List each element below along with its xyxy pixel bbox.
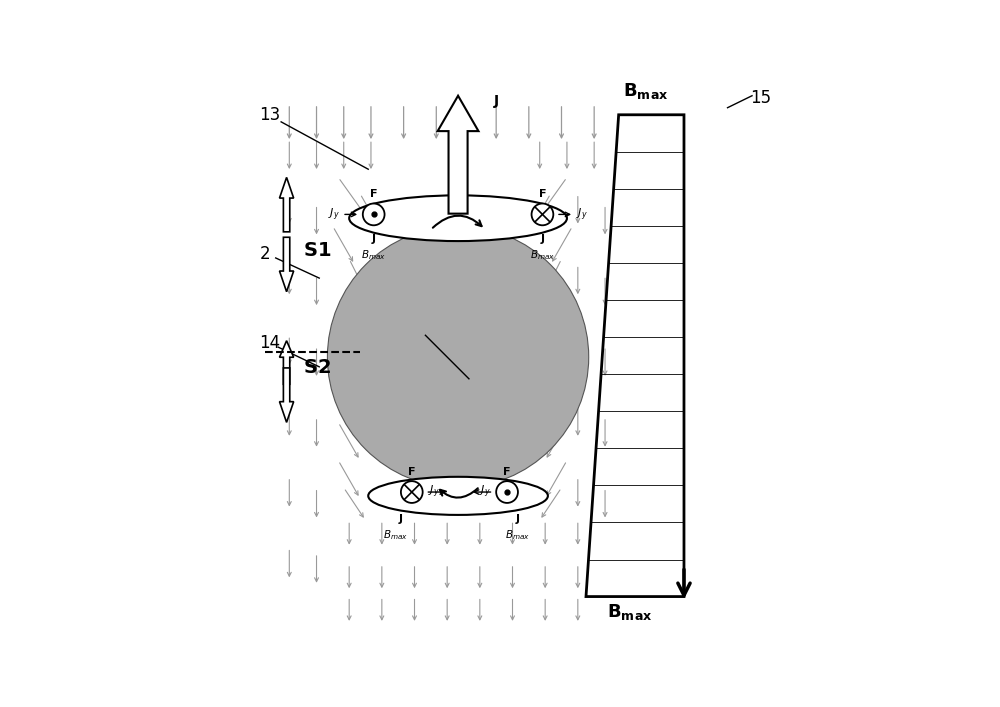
Text: J: J	[494, 94, 499, 108]
Text: 14: 14	[259, 334, 280, 352]
Text: $B_{max}$: $B_{max}$	[530, 248, 555, 262]
Text: $B_{max}$: $B_{max}$	[383, 529, 408, 542]
Text: F: F	[370, 189, 377, 199]
Circle shape	[401, 481, 423, 503]
FancyArrow shape	[280, 368, 294, 422]
Circle shape	[363, 204, 385, 226]
Ellipse shape	[368, 477, 548, 515]
Text: $J_y$: $J_y$	[479, 484, 491, 501]
Text: $J_y$: $J_y$	[576, 206, 588, 223]
Text: $\mathbf{S1}$: $\mathbf{S1}$	[303, 241, 331, 260]
Text: $J_y$: $J_y$	[328, 206, 340, 223]
Text: $\mathbf{B_{max}}$: $\mathbf{B_{max}}$	[623, 81, 669, 101]
Text: F: F	[503, 467, 511, 477]
Text: $B_{max}$: $B_{max}$	[361, 248, 386, 262]
Text: J: J	[399, 514, 403, 525]
FancyArrow shape	[280, 341, 294, 385]
FancyArrow shape	[280, 238, 294, 292]
Text: F: F	[539, 189, 546, 199]
Text: 13: 13	[259, 106, 281, 124]
Text: F: F	[408, 467, 416, 477]
Text: 15: 15	[750, 90, 771, 107]
Text: $J_y$: $J_y$	[428, 484, 440, 501]
Text: J: J	[516, 514, 520, 525]
Text: J: J	[372, 234, 376, 244]
Ellipse shape	[327, 226, 589, 488]
FancyArrow shape	[280, 177, 294, 232]
Circle shape	[532, 204, 553, 226]
Text: J: J	[540, 234, 544, 244]
Text: $\mathbf{B_{max}}$: $\mathbf{B_{max}}$	[607, 602, 652, 622]
FancyArrow shape	[438, 95, 478, 214]
Ellipse shape	[349, 195, 567, 241]
Text: 2: 2	[259, 245, 270, 262]
Text: $\mathbf{S2}$: $\mathbf{S2}$	[303, 358, 331, 378]
Circle shape	[496, 481, 518, 503]
Text: $B_{max}$: $B_{max}$	[505, 529, 530, 542]
